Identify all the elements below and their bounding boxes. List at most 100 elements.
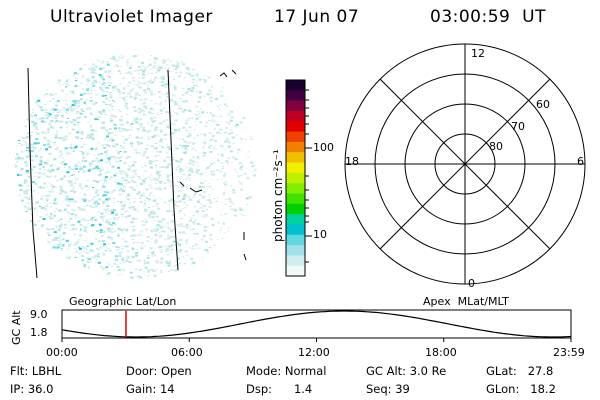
uv-pixel: [139, 99, 143, 101]
strip-left-title: Geographic Lat/Lon: [69, 295, 177, 308]
uv-pixel: [125, 183, 128, 184]
uv-pixel: [48, 182, 51, 184]
uv-pixel: [215, 200, 218, 202]
uv-pixel: [200, 133, 203, 135]
uv-pixel: [152, 195, 155, 197]
uv-pixel: [179, 249, 183, 252]
uv-pixel: [208, 120, 211, 121]
uv-pixel: [154, 147, 157, 149]
uv-pixel: [81, 160, 83, 162]
uv-pixel: [192, 142, 196, 145]
uv-pixel: [173, 128, 177, 131]
uv-pixel: [206, 111, 208, 113]
uv-pixel: [127, 215, 131, 217]
uv-pixel: [144, 268, 147, 270]
uv-pixel: [63, 223, 67, 226]
uv-pixel: [203, 152, 207, 154]
uv-pixel: [123, 228, 127, 230]
uv-pixel: [117, 89, 120, 90]
uv-pixel: [159, 226, 163, 229]
uv-pixel: [217, 222, 220, 224]
uv-pixel: [202, 192, 205, 194]
uv-pixel: [101, 94, 105, 97]
uv-pixel: [64, 197, 68, 200]
uv-pixel: [172, 185, 175, 187]
uv-pixel: [193, 194, 196, 196]
uv-pixel: [65, 152, 69, 155]
uv-pixel: [70, 180, 73, 182]
uv-pixel: [173, 88, 177, 91]
uv-pixel: [186, 68, 189, 70]
uv-pixel: [186, 142, 189, 144]
uv-pixel: [86, 88, 90, 91]
uv-pixel: [54, 115, 58, 118]
uv-pixel: [246, 197, 249, 200]
uv-pixel: [87, 244, 90, 246]
uv-pixel: [140, 245, 143, 247]
uv-pixel: [188, 109, 192, 112]
uv-pixel: [122, 180, 125, 182]
uv-pixel: [107, 145, 111, 148]
uv-pixel: [199, 121, 203, 124]
uv-pixel: [48, 113, 52, 116]
colorbar-segment: [286, 234, 305, 246]
uv-pixel: [190, 263, 193, 265]
uv-pixel: [178, 246, 181, 248]
uv-pixel: [36, 132, 40, 135]
uv-pixel: [87, 68, 91, 71]
uv-pixel: [97, 240, 101, 243]
colorbar-segment: [286, 131, 305, 143]
uv-pixel: [156, 269, 159, 271]
uv-pixel: [44, 114, 48, 117]
uv-pixel: [102, 78, 105, 81]
uv-pixel: [147, 209, 150, 211]
uv-pixel: [142, 271, 145, 273]
uv-pixel: [78, 129, 81, 131]
uv-pixel: [106, 169, 109, 171]
uv-pixel: [147, 269, 151, 272]
uv-pixel: [176, 176, 179, 178]
uv-pixel: [111, 165, 115, 168]
uv-pixel: [117, 166, 121, 169]
uv-pixel: [154, 271, 157, 273]
uv-pixel: [107, 236, 111, 239]
uv-pixel: [220, 153, 224, 156]
uv-pixel: [130, 145, 134, 148]
uv-pixel: [183, 225, 187, 228]
uv-pixel: [131, 276, 134, 278]
uv-pixel: [174, 144, 177, 146]
uv-pixel: [90, 114, 93, 116]
uv-pixel: [160, 101, 163, 103]
uv-pixel: [239, 182, 243, 185]
uv-pixel: [154, 103, 157, 105]
uv-pixel: [195, 117, 199, 120]
uv-pixel: [216, 124, 220, 126]
uv-pixel: [109, 96, 113, 99]
uv-pixel: [75, 167, 78, 170]
uv-pixel: [198, 113, 201, 115]
uv-pixel: [205, 249, 209, 252]
uv-pixel: [23, 197, 26, 199]
uv-pixel: [229, 150, 233, 153]
uv-pixel: [232, 189, 236, 191]
uv-pixel: [126, 257, 130, 260]
uv-pixel: [177, 107, 180, 109]
uv-pixel: [97, 211, 100, 213]
uv-pixel: [78, 247, 82, 250]
uv-pixel: [115, 156, 119, 159]
uv-pixel: [159, 220, 163, 223]
uv-pixel: [29, 151, 33, 154]
uv-pixel: [26, 156, 29, 158]
uv-pixel: [96, 202, 100, 205]
uv-pixel: [64, 159, 67, 161]
uv-pixel: [163, 107, 166, 109]
uv-pixel: [78, 246, 81, 248]
uv-pixel: [46, 228, 50, 231]
uv-pixel: [34, 114, 38, 117]
uv-pixel: [147, 137, 151, 140]
uv-pixel: [121, 145, 125, 148]
uv-pixel: [178, 138, 181, 140]
uv-pixel: [125, 174, 129, 177]
uv-pixel: [58, 137, 62, 140]
uv-pixel: [190, 198, 193, 200]
